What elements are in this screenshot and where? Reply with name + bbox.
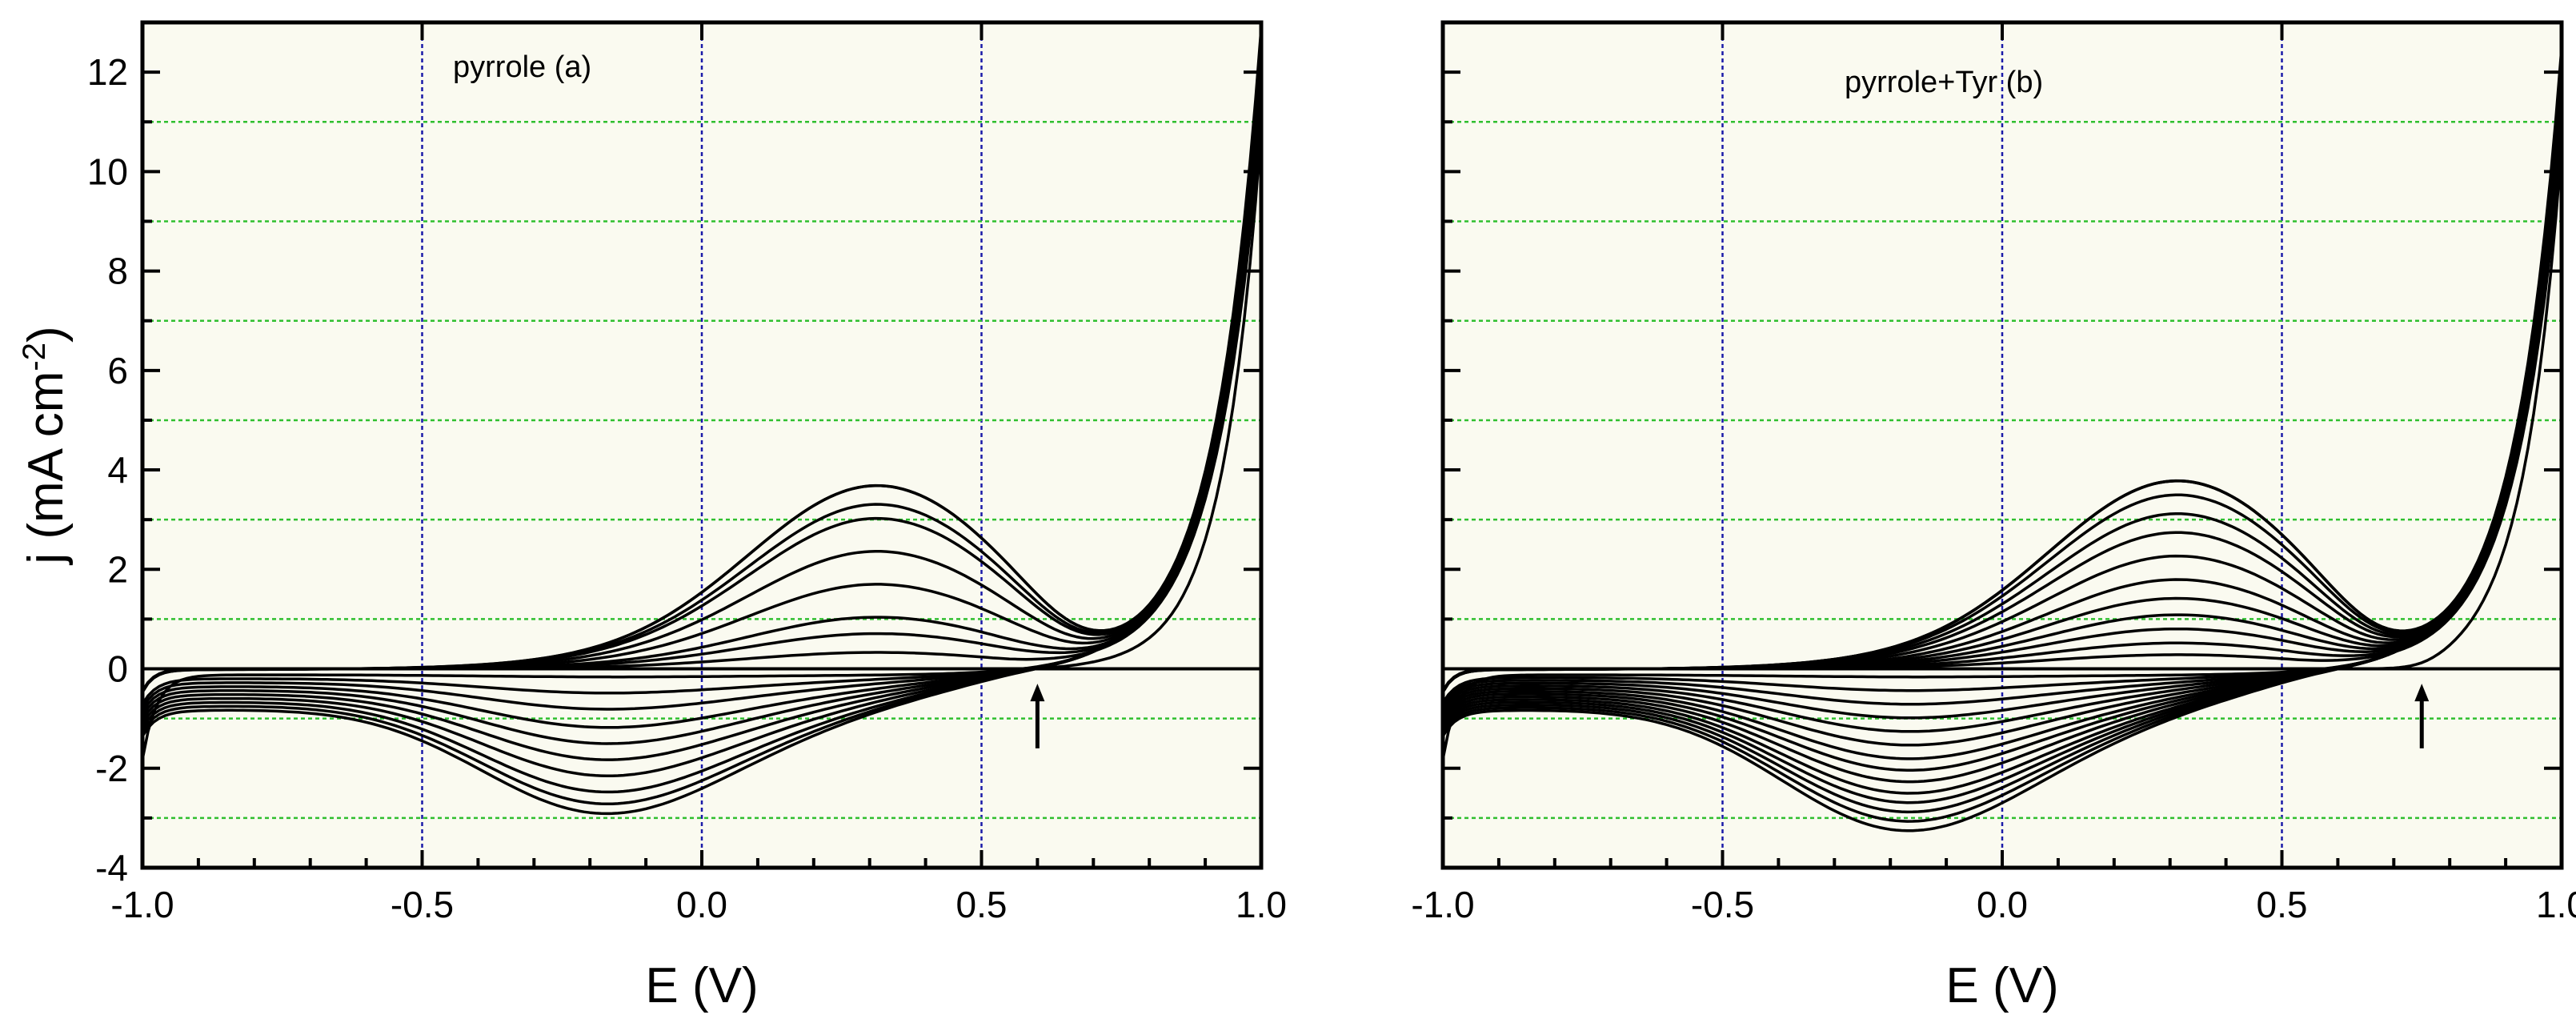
panel-a-y-tick-label-4: 4	[107, 449, 128, 491]
panel-a-x-tick-label-0: -1.0	[110, 884, 174, 925]
panel-a-x-axis-title: E (V)	[645, 958, 758, 1013]
panel-b-x-tick-label-2: 0.0	[1977, 884, 2028, 925]
panel-b-label: pyrrole+Tyr (b)	[1845, 66, 2043, 99]
y-axis-title: j (mA cm-2)	[17, 326, 74, 565]
panel-a-y-tick-label-6: 8	[107, 251, 128, 292]
panel-b-x-axis-title: E (V)	[1945, 958, 2058, 1013]
panel-b-arrow	[2414, 684, 2430, 748]
panel-b-x-tick-label-3: 0.5	[2257, 884, 2308, 925]
panel-a-y-tick-label-2: 0	[107, 648, 128, 690]
y-axis-title-main: j (mA cm	[18, 371, 74, 566]
panel-a-arrow-head	[1030, 684, 1045, 702]
panel-b-arrow-head	[2414, 684, 2430, 702]
panel-b-ticks: -1.0 -0.5 0.0 0.5 1.0	[1411, 22, 2576, 925]
panel-a-plot-area	[142, 22, 1261, 868]
panel-a-y-tick-label-8: 12	[87, 51, 128, 93]
panel-b-x-tick-label-0: -1.0	[1411, 884, 1474, 925]
panel-a-x-tick-label-4: 1.0	[1236, 884, 1287, 925]
panel-a-label: pyrrole (a)	[453, 50, 591, 84]
panel-a-y-tick-label-7: 10	[87, 150, 128, 192]
panel-a-arrow	[1030, 684, 1045, 748]
panel-b-plot-area	[1443, 22, 2562, 868]
panel-b-x-tick-label-1: -0.5	[1691, 884, 1754, 925]
panel-a-grid	[141, 22, 1263, 868]
y-axis-title-close: )	[18, 326, 74, 343]
panel-a-pyrrole: -1.0 -0.5 0.0 0.5 1.0 -4 -2 0 2 4 6 8 10 12 pyrrole (…	[17, 20, 1287, 1013]
panel-a-y-tick-label-5: 6	[107, 350, 128, 391]
panel-b-pyrrole-tyr: -1.0 -0.5 0.0 0.5 1.0 pyrrole+Tyr (b) E (V)	[1411, 20, 2576, 1013]
y-axis-title-sup: -2	[17, 343, 52, 371]
panel-a-x-tick-label-1: -0.5	[391, 884, 454, 925]
panel-a-y-tick-label-1: -2	[95, 748, 128, 789]
panel-a-y-tick-label-0: -4	[95, 847, 128, 889]
panel-a-x-tick-label-2: 0.0	[676, 884, 727, 925]
panel-a-x-tick-label-3: 0.5	[956, 884, 1008, 925]
panel-a-y-tick-label-3: 2	[107, 548, 128, 590]
panel-b-x-tick-label-4: 1.0	[2536, 884, 2576, 925]
panel-a-ticks: -1.0 -0.5 0.0 0.5 1.0 -4 -2 0 2 4 6 8 10 12	[87, 22, 1287, 925]
